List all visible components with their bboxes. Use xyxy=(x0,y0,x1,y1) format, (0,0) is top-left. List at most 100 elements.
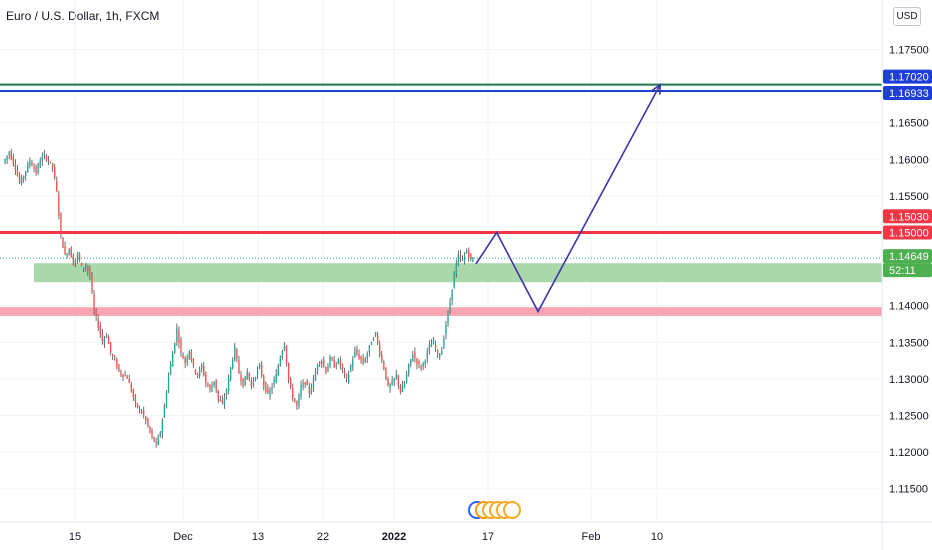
candle-body xyxy=(362,357,364,364)
candle-body xyxy=(441,350,443,355)
candle-body xyxy=(178,330,180,344)
candle-body xyxy=(97,319,99,329)
tag-level-1-bg xyxy=(883,69,932,84)
candle-body xyxy=(314,371,317,381)
price-tick-label: 1.17500 xyxy=(889,44,929,56)
candle-body xyxy=(182,355,184,359)
candle-body xyxy=(217,390,219,400)
candle-body xyxy=(176,328,178,342)
candle-body xyxy=(331,357,333,361)
candle-body xyxy=(85,265,87,267)
time-axis[interactable]: 15 Dec 13 22 2022 17 Feb 10 xyxy=(0,521,932,543)
candle-body xyxy=(345,374,348,379)
candle-body xyxy=(10,151,12,160)
candle-body xyxy=(252,381,255,385)
candle-body xyxy=(153,436,155,442)
candle-body xyxy=(443,338,445,348)
candle-body xyxy=(434,344,437,349)
candle-body xyxy=(401,385,404,393)
candle-body xyxy=(205,373,207,383)
currency-button[interactable]: USD xyxy=(893,7,921,26)
price-tick-label: 1.14000 xyxy=(889,301,929,313)
candle-body xyxy=(354,350,356,358)
candle-body xyxy=(196,373,199,376)
candle-body xyxy=(294,398,296,403)
candle-body xyxy=(39,161,41,168)
candle-body xyxy=(368,345,371,353)
candle-body xyxy=(370,342,373,345)
candle-body xyxy=(283,345,286,351)
candle-body xyxy=(60,213,62,235)
candle-body xyxy=(126,376,128,379)
candle-body xyxy=(105,336,108,338)
candle-body xyxy=(341,364,344,370)
price-axis[interactable]: 1.17500 1.16500 1.16000 1.15500 1.14000 1.135… xyxy=(881,0,929,550)
candle-body xyxy=(422,362,424,367)
candle-body xyxy=(56,181,58,191)
levels xyxy=(0,83,882,259)
candle-body xyxy=(366,353,368,359)
candle-body xyxy=(234,346,236,361)
candle-body xyxy=(387,378,389,386)
candle-body xyxy=(180,339,182,353)
time-tick-label: 17 xyxy=(482,531,494,543)
projection-arrowhead xyxy=(651,82,662,95)
candle-body xyxy=(463,254,466,262)
time-tick-label: Feb xyxy=(582,531,601,543)
candle-body xyxy=(287,362,290,381)
candle-body xyxy=(289,378,292,387)
candle-body xyxy=(12,156,15,165)
candle-body xyxy=(194,369,197,374)
tag-level-2: 1.16933 xyxy=(889,88,929,100)
tag-level-4: 1.15000 xyxy=(889,227,929,239)
candle-body xyxy=(277,365,279,376)
projection xyxy=(475,82,662,314)
candle-body xyxy=(246,371,248,380)
candle-body xyxy=(27,163,29,172)
candle-body xyxy=(229,367,232,380)
tag-level-3: 1.15030 xyxy=(889,211,929,223)
candle-body xyxy=(292,388,294,399)
candle-body xyxy=(49,161,52,163)
price-tick-label: 1.12500 xyxy=(889,410,929,422)
candle-body xyxy=(132,389,135,398)
candle-body xyxy=(281,351,284,358)
tag-current-price-bg xyxy=(883,249,932,264)
candle-body xyxy=(89,270,91,277)
tag-level-3-bg xyxy=(883,209,932,224)
candle-body xyxy=(186,357,188,363)
time-tick-label: 13 xyxy=(252,531,264,543)
candle-body xyxy=(275,373,277,383)
candle-body xyxy=(451,289,453,301)
candle-body xyxy=(122,374,124,378)
candle-body xyxy=(172,353,174,367)
candle-body xyxy=(163,406,166,418)
candle-body xyxy=(58,194,60,216)
candle-body xyxy=(155,441,157,443)
candle-body xyxy=(87,265,89,272)
candle-body xyxy=(103,338,106,343)
candle-body xyxy=(381,354,383,361)
candle-body xyxy=(25,171,27,177)
candle-body xyxy=(323,360,325,367)
candle-body xyxy=(350,365,352,372)
candle-body xyxy=(130,383,133,392)
candle-body xyxy=(457,254,460,265)
candle-body xyxy=(304,382,306,385)
candle-body xyxy=(358,353,360,359)
candle-body xyxy=(76,253,79,260)
candle-body xyxy=(35,166,37,174)
grid xyxy=(0,0,882,522)
candle-body xyxy=(430,344,433,348)
candle-body xyxy=(468,250,470,258)
price-tick-label: 1.13500 xyxy=(889,337,929,349)
candle-body xyxy=(99,325,101,334)
candle-body xyxy=(6,155,8,160)
candle-body xyxy=(285,345,288,364)
candle-body xyxy=(43,154,46,156)
event-markers[interactable] xyxy=(468,501,521,519)
candle-body xyxy=(14,164,17,171)
zone-supply xyxy=(0,307,882,316)
candle-body xyxy=(412,354,414,362)
